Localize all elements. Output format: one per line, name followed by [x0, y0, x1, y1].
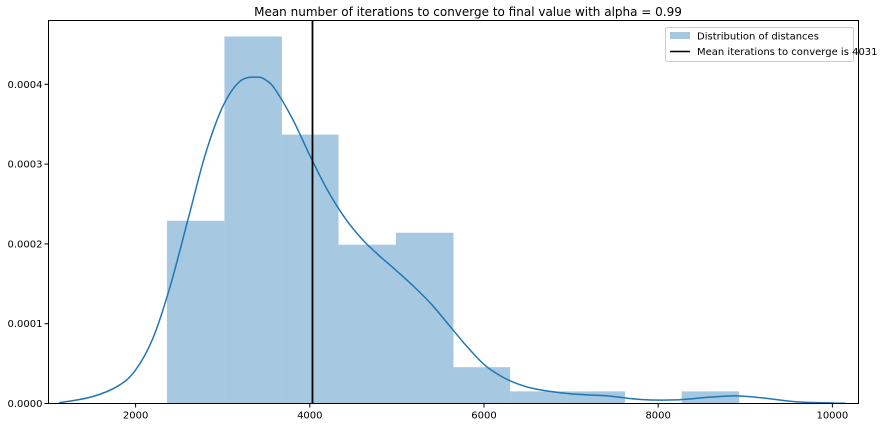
histogram-bar-4: [396, 232, 454, 404]
legend: Distribution of distances Mean iteration…: [665, 27, 878, 62]
plot-frame: [48, 20, 859, 404]
histogram-bar-5: [453, 367, 511, 404]
axes: 2000 4000 6000 8000 10000 0.0000 0.0001 0.0002 0…: [8, 80, 849, 422]
legend-mean-line-label: Mean iterations to converge is 4031: [697, 47, 878, 58]
histogram-bar-3: [338, 244, 397, 404]
y-tick-label: 0.0003: [8, 160, 43, 171]
plot-area: [58, 20, 846, 405]
legend-histogram-swatch: [670, 32, 690, 39]
histogram-bar-6: [510, 391, 568, 404]
y-tick-label: 0.0002: [8, 239, 43, 250]
histogram-bar-2: [281, 134, 339, 404]
y-tick-label: 0.0001: [8, 319, 43, 330]
y-tick-label: 0.0004: [8, 80, 43, 91]
chart-title: Mean number of iterations to converge to…: [254, 5, 682, 19]
x-tick-label: 4000: [297, 411, 322, 422]
legend-box: [665, 27, 854, 62]
kde-curve: [58, 76, 846, 405]
x-tick-label: 10000: [816, 411, 848, 422]
x-tick-label: 8000: [645, 411, 670, 422]
x-tick-label: 6000: [471, 411, 496, 422]
x-tick-label: 2000: [123, 411, 148, 422]
y-tick-label: 0.0000: [8, 399, 43, 410]
legend-histogram-label: Distribution of distances: [697, 32, 819, 43]
histogram-bar-0: [166, 220, 225, 404]
histogram-bar-1: [224, 36, 282, 404]
